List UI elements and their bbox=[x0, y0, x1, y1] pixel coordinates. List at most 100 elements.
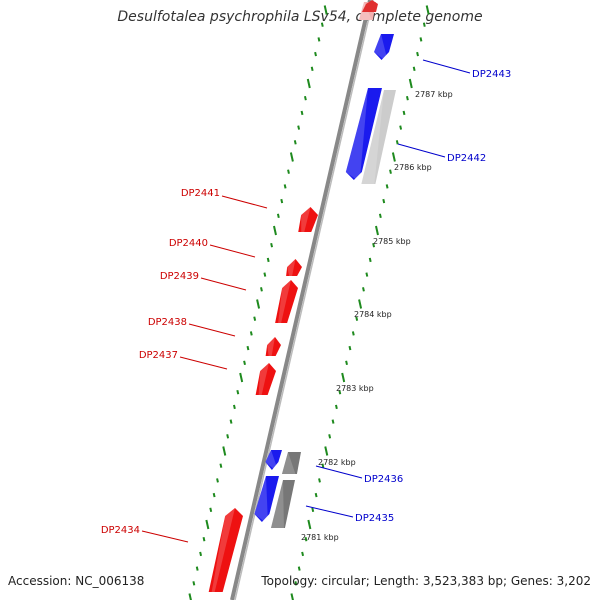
left-track-tick bbox=[222, 446, 227, 456]
right-track-tick bbox=[412, 66, 416, 71]
gene-label-dp2439: DP2439 bbox=[160, 271, 199, 282]
gene-dp2435-shape-highlight bbox=[254, 476, 268, 522]
gene-label-dp2440: DP2440 bbox=[169, 238, 208, 249]
gene-dp2440-shape-highlight bbox=[287, 259, 296, 276]
left-track-tick bbox=[212, 492, 216, 498]
left-track-tick bbox=[219, 463, 223, 468]
right-track-tick bbox=[334, 404, 338, 410]
right-track-tick bbox=[395, 140, 399, 145]
right-track-tick bbox=[378, 213, 382, 218]
right-track-tick bbox=[311, 507, 315, 512]
left-track-tick bbox=[192, 581, 196, 586]
right-track-tick bbox=[405, 96, 409, 101]
left-track-tick bbox=[199, 551, 203, 557]
right-track-tick bbox=[348, 345, 352, 351]
feature-gray-small-highlight bbox=[281, 452, 296, 474]
left-track-tick bbox=[253, 316, 257, 321]
left-track-tick bbox=[320, 22, 324, 27]
right-track-tick bbox=[314, 492, 318, 498]
topology-text: Topology: circular; Length: 3,523,383 bp… bbox=[261, 574, 591, 588]
left-track-tick bbox=[205, 519, 210, 530]
kbp-label: 2785 kbp bbox=[373, 237, 411, 246]
right-track-tick bbox=[355, 316, 359, 321]
kbp-labels: 2787 kbp 2786 kbp 2785 kbp 2784 kbp 2783 kbp… bbox=[301, 90, 453, 542]
left-track-tick bbox=[273, 225, 277, 236]
gene-dp2437-shape-highlight bbox=[258, 363, 269, 395]
gene-dp2439-shape-highlight bbox=[278, 280, 291, 323]
right-track-tick bbox=[297, 566, 301, 571]
gene-label-dp2436: DP2436 bbox=[364, 474, 403, 485]
gene-dp2437-shape bbox=[255, 363, 276, 395]
left-track-tick bbox=[202, 537, 206, 542]
right-track-tick bbox=[341, 372, 346, 383]
tick-track-right bbox=[290, 5, 430, 600]
gene-dp2442-shape bbox=[345, 88, 382, 180]
right-track-tick bbox=[331, 419, 335, 424]
accession-text: Accession: NC_006138 bbox=[8, 574, 145, 588]
gene-label-dp2441: DP2441 bbox=[181, 188, 220, 199]
feature-light-block bbox=[361, 90, 396, 184]
left-track-tick bbox=[300, 110, 304, 116]
kbp-label: 2786 kbp bbox=[394, 163, 432, 172]
gene-label-leader bbox=[422, 59, 471, 74]
left-track-tick bbox=[297, 125, 301, 130]
gene-label-dp2437: DP2437 bbox=[139, 350, 178, 361]
right-track-tick bbox=[307, 519, 312, 530]
left-track-tick bbox=[266, 257, 270, 263]
genome-axis bbox=[230, 0, 372, 600]
right-track-tick bbox=[362, 287, 365, 292]
right-track-tick bbox=[345, 360, 348, 365]
kbp-label: 2782 kbp bbox=[318, 458, 356, 467]
gene-label-leader bbox=[179, 356, 228, 370]
right-track-tick bbox=[372, 243, 376, 248]
right-track-tick bbox=[425, 5, 430, 15]
left-track-tick bbox=[239, 372, 244, 383]
genome-axis-shadow bbox=[234, 0, 374, 600]
left-track-tick bbox=[293, 140, 297, 145]
gene-dp2441-shape-highlight bbox=[301, 207, 311, 232]
gene-label-leader bbox=[305, 505, 354, 518]
feature-gray-large-highlight bbox=[270, 480, 284, 528]
kbp-label: 2787 kbp bbox=[415, 90, 453, 99]
gene-dp2436-shape-highlight bbox=[265, 450, 278, 470]
gene-label-dp2434: DP2434 bbox=[101, 525, 140, 536]
feature-gray-large bbox=[270, 480, 295, 528]
left-track-tick bbox=[263, 272, 267, 277]
left-track-tick bbox=[270, 243, 274, 248]
kbp-label: 2784 kbp bbox=[354, 310, 392, 319]
gene-dp2440-shape bbox=[286, 259, 302, 276]
gene-label-dp2435: DP2435 bbox=[355, 513, 394, 524]
feature-layer bbox=[208, 0, 396, 600]
gene-label-leader bbox=[141, 530, 189, 543]
right-track-tick bbox=[294, 581, 298, 586]
gene-dp2443-shape-highlight bbox=[374, 34, 388, 60]
right-track-tick bbox=[338, 390, 342, 395]
left-track-tick bbox=[306, 78, 311, 89]
right-track-tick bbox=[408, 78, 413, 89]
right-track-tick bbox=[368, 257, 372, 263]
gene-label-leader bbox=[315, 465, 363, 479]
gene-label-leader bbox=[209, 244, 256, 258]
left-track-tick bbox=[243, 360, 246, 365]
gene-label-leader bbox=[221, 195, 268, 209]
left-track-tick bbox=[226, 434, 230, 439]
gene-label-dp2443: DP2443 bbox=[472, 69, 511, 80]
right-track-tick bbox=[385, 184, 389, 189]
left-track-tick bbox=[188, 593, 192, 600]
feature-light-block-highlight bbox=[361, 90, 384, 184]
right-track-tick bbox=[365, 272, 369, 277]
gene-dp2439-shape bbox=[275, 280, 298, 323]
left-track-tick bbox=[232, 404, 236, 410]
right-track-tick bbox=[416, 51, 419, 57]
left-track-tick bbox=[323, 5, 328, 15]
left-track-tick bbox=[249, 331, 253, 336]
right-track-tick bbox=[301, 551, 305, 557]
gene-dp2434-shape-highlight bbox=[211, 508, 235, 592]
left-track-tick bbox=[246, 345, 250, 351]
right-track-tick bbox=[328, 434, 332, 439]
right-track-tick bbox=[321, 463, 325, 468]
gene-dp2438-shape-highlight bbox=[267, 337, 275, 356]
gene-labels: DP2443 DP2442 DP2441 DP2440 DP2439 DP2438 DP24… bbox=[101, 59, 511, 543]
gene-dp2435-shape bbox=[254, 476, 279, 522]
right-track-tick bbox=[318, 478, 321, 483]
